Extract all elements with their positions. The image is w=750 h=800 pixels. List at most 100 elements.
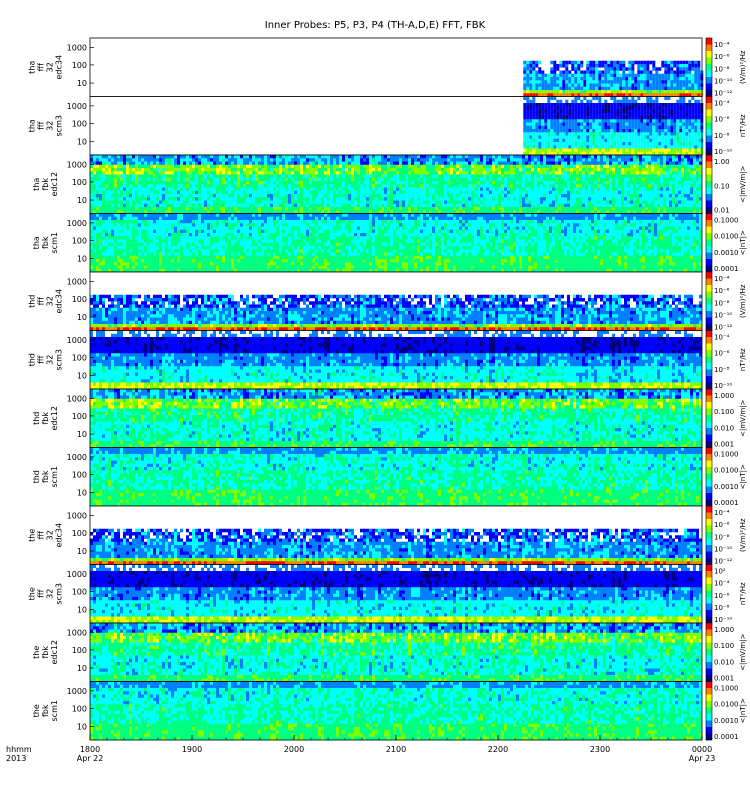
heatmap-cell [252, 207, 255, 211]
heatmap-cell [168, 175, 171, 179]
heatmap-cell [453, 178, 456, 182]
heatmap-cell [468, 155, 471, 159]
heatmap-cell [633, 204, 636, 208]
heatmap-cell [523, 80, 526, 84]
heatmap-cell [159, 162, 162, 166]
heatmap-cell [577, 106, 580, 110]
heatmap-cell [618, 155, 621, 159]
heatmap-cell [420, 184, 423, 188]
heatmap-cell [414, 158, 417, 162]
heatmap-cell [321, 181, 324, 185]
heatmap-cell [174, 197, 177, 201]
heatmap-cell [360, 168, 363, 172]
heatmap-cell [585, 184, 588, 188]
heatmap-cell [228, 178, 231, 182]
heatmap-cell [556, 136, 559, 140]
heatmap-cell [129, 175, 132, 179]
heatmap-cell [559, 110, 562, 114]
heatmap-cell [213, 155, 216, 159]
heatmap-cell [243, 194, 246, 198]
heatmap-cell [522, 162, 525, 166]
heatmap-cell [408, 197, 411, 201]
heatmap-cell [264, 188, 267, 192]
heatmap-cell [240, 162, 243, 166]
heatmap-cell [126, 158, 129, 162]
heatmap-cell [219, 165, 222, 169]
heatmap-cell [183, 188, 186, 192]
heatmap-cell [685, 87, 688, 91]
heatmap-cell [243, 184, 246, 188]
heatmap-cell [426, 184, 429, 188]
heatmap-cell [240, 178, 243, 182]
heatmap-cell [351, 207, 354, 211]
heatmap-cell [664, 97, 667, 101]
heatmap-cell [649, 149, 652, 153]
heatmap-cell [219, 197, 222, 201]
heatmap-cell [622, 142, 625, 146]
heatmap-cell [622, 136, 625, 140]
heatmap-cell [300, 158, 303, 162]
heatmap-cell [516, 201, 519, 205]
heatmap-cell [282, 171, 285, 175]
heatmap-cell [468, 204, 471, 208]
heatmap-cell [580, 119, 583, 123]
heatmap-cell [553, 87, 556, 91]
heatmap-cell [96, 197, 99, 201]
heatmap-cell [102, 204, 105, 208]
heatmap-cell [538, 67, 541, 71]
heatmap-cell [652, 136, 655, 140]
heatmap-cell [132, 162, 135, 166]
heatmap-cell [604, 74, 607, 78]
heatmap-cell [330, 197, 333, 201]
heatmap-cell [261, 155, 264, 159]
heatmap-cell [507, 207, 510, 211]
heatmap-cell [532, 67, 535, 71]
heatmap-cell [483, 197, 486, 201]
heatmap-cell [526, 116, 529, 120]
heatmap-cell [519, 194, 522, 198]
heatmap-cell [189, 175, 192, 179]
heatmap-cell [585, 175, 588, 179]
heatmap-cell [535, 90, 538, 94]
heatmap-cell [117, 184, 120, 188]
heatmap-cell [168, 168, 171, 172]
heatmap-cell [691, 90, 694, 94]
heatmap-cell [456, 162, 459, 166]
heatmap-cell [156, 165, 159, 169]
heatmap-cell [622, 106, 625, 110]
heatmap-cell [240, 191, 243, 195]
heatmap-cell [246, 204, 249, 208]
heatmap-cell [231, 171, 234, 175]
heatmap-cell [534, 155, 537, 159]
heatmap-cell [673, 110, 676, 114]
heatmap-cell [210, 201, 213, 205]
heatmap-cell [531, 204, 534, 208]
heatmap-cell [168, 197, 171, 201]
heatmap-cell [171, 168, 174, 172]
heatmap-cell [294, 165, 297, 169]
heatmap-cell [591, 178, 594, 182]
heatmap-cell [216, 194, 219, 198]
heatmap-cell [123, 171, 126, 175]
heatmap-cell [255, 178, 258, 182]
heatmap-cell [694, 113, 697, 117]
heatmap-cell [682, 116, 685, 120]
heatmap-cell [523, 77, 526, 81]
heatmap-cell [297, 178, 300, 182]
heatmap-cell [171, 197, 174, 201]
heatmap-cell [640, 129, 643, 133]
heatmap-cell [531, 191, 534, 195]
heatmap-cell [321, 175, 324, 179]
heatmap-cell [606, 194, 609, 198]
heatmap-cell [387, 184, 390, 188]
heatmap-cell [312, 162, 315, 166]
heatmap-cell [688, 123, 691, 127]
heatmap-cell [528, 155, 531, 159]
heatmap-cell [252, 158, 255, 162]
heatmap-cell [547, 80, 550, 84]
heatmap-cell [363, 178, 366, 182]
heatmap-cell [658, 116, 661, 120]
heatmap-cell [372, 175, 375, 179]
heatmap-cell [453, 168, 456, 172]
heatmap-cell [526, 100, 529, 104]
